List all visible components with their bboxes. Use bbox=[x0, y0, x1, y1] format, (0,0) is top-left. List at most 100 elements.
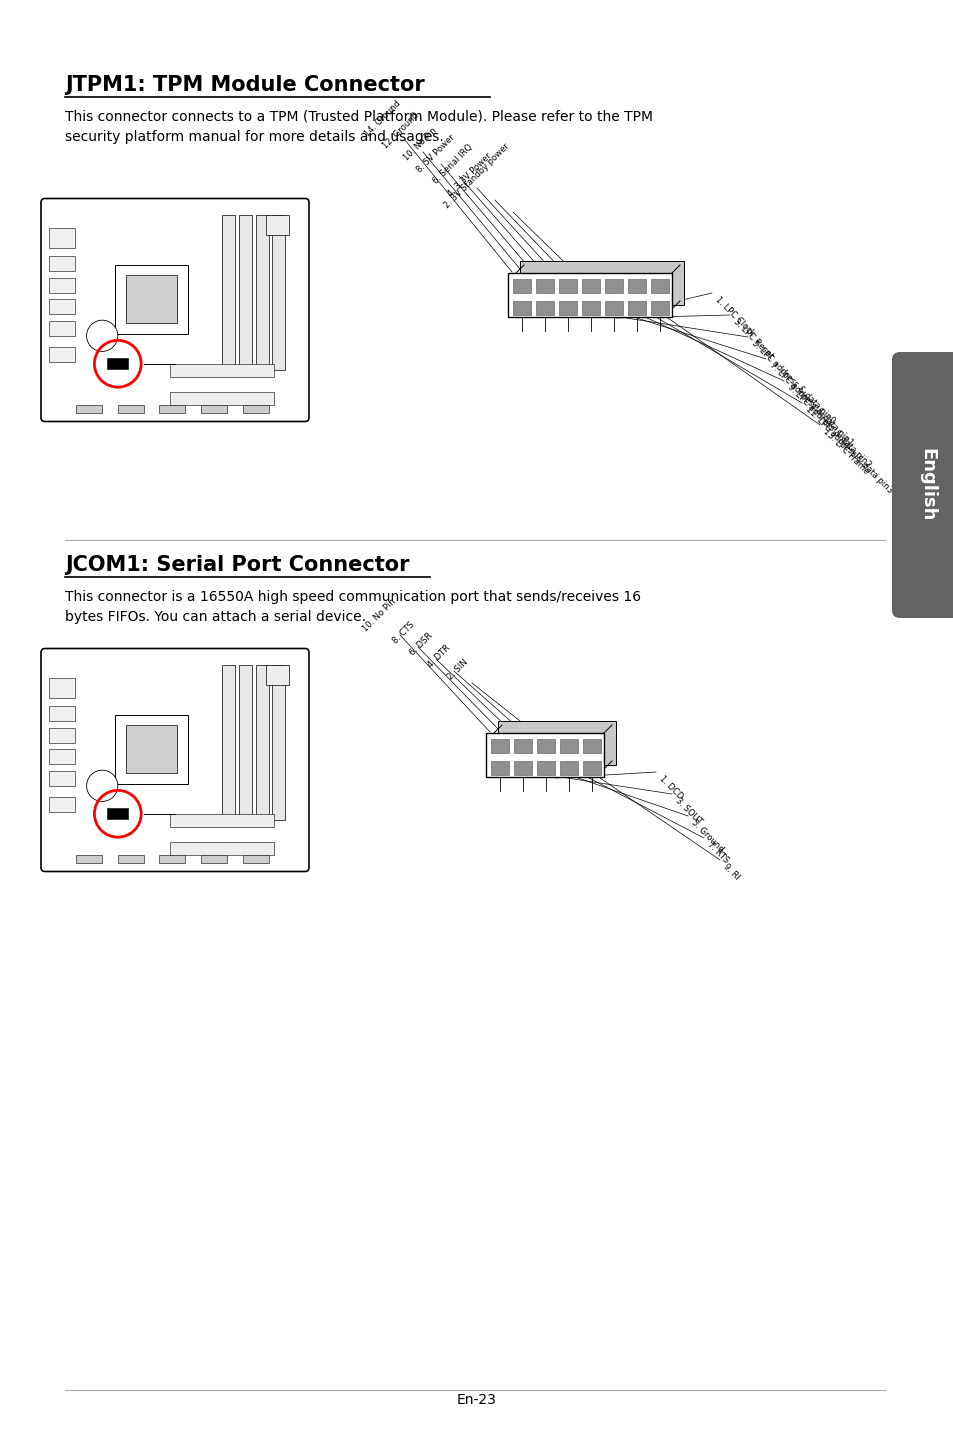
FancyBboxPatch shape bbox=[266, 215, 289, 235]
Text: 8. CTS: 8. CTS bbox=[391, 620, 416, 644]
Text: 6. Serial IRQ: 6. Serial IRQ bbox=[432, 143, 475, 186]
FancyBboxPatch shape bbox=[49, 706, 75, 722]
FancyBboxPatch shape bbox=[536, 279, 554, 294]
FancyBboxPatch shape bbox=[170, 813, 274, 826]
Circle shape bbox=[87, 321, 117, 351]
Text: 2. 3V Standby power: 2. 3V Standby power bbox=[442, 142, 511, 211]
Text: JTPM1: TPM Module Connector: JTPM1: TPM Module Connector bbox=[65, 74, 424, 95]
FancyBboxPatch shape bbox=[108, 358, 128, 369]
Text: 3. LPC Reset: 3. LPC Reset bbox=[731, 316, 775, 361]
FancyBboxPatch shape bbox=[117, 405, 144, 414]
Text: 5. Ground: 5. Ground bbox=[689, 818, 725, 853]
Text: 7. RTS: 7. RTS bbox=[705, 841, 730, 865]
Text: 14. Ground: 14. Ground bbox=[363, 99, 402, 137]
Circle shape bbox=[87, 770, 117, 802]
Text: 8. 5V Power: 8. 5V Power bbox=[415, 132, 456, 175]
Text: 9. LPC address & data pin2: 9. LPC address & data pin2 bbox=[785, 382, 872, 470]
Text: This connector is a 16550A high speed communication port that sends/receives 16
: This connector is a 16550A high speed co… bbox=[65, 590, 640, 623]
FancyBboxPatch shape bbox=[242, 855, 269, 863]
FancyBboxPatch shape bbox=[49, 749, 75, 765]
FancyBboxPatch shape bbox=[49, 321, 75, 335]
FancyBboxPatch shape bbox=[651, 279, 669, 294]
FancyBboxPatch shape bbox=[891, 352, 953, 619]
FancyBboxPatch shape bbox=[238, 215, 252, 371]
Text: En-23: En-23 bbox=[456, 1393, 497, 1408]
FancyBboxPatch shape bbox=[255, 666, 269, 821]
FancyBboxPatch shape bbox=[582, 301, 599, 315]
FancyBboxPatch shape bbox=[238, 666, 252, 821]
FancyBboxPatch shape bbox=[558, 279, 577, 294]
FancyBboxPatch shape bbox=[49, 796, 75, 812]
Text: 10. No Pin: 10. No Pin bbox=[402, 126, 438, 162]
FancyBboxPatch shape bbox=[558, 301, 577, 315]
FancyBboxPatch shape bbox=[628, 279, 646, 294]
FancyBboxPatch shape bbox=[273, 215, 285, 371]
FancyBboxPatch shape bbox=[76, 855, 102, 863]
Text: 7. LPC address & data pin1: 7. LPC address & data pin1 bbox=[767, 361, 854, 448]
FancyBboxPatch shape bbox=[255, 215, 269, 371]
Text: 3. SOUT: 3. SOUT bbox=[673, 796, 703, 826]
FancyBboxPatch shape bbox=[49, 228, 75, 248]
Text: 4. DTR: 4. DTR bbox=[425, 643, 452, 669]
FancyBboxPatch shape bbox=[221, 215, 234, 371]
FancyBboxPatch shape bbox=[560, 762, 578, 775]
FancyBboxPatch shape bbox=[221, 666, 234, 821]
FancyBboxPatch shape bbox=[491, 762, 509, 775]
Text: 11. LPC address & data pin3: 11. LPC address & data pin3 bbox=[803, 405, 894, 495]
FancyBboxPatch shape bbox=[605, 279, 623, 294]
FancyBboxPatch shape bbox=[507, 274, 671, 316]
FancyBboxPatch shape bbox=[126, 725, 177, 773]
FancyBboxPatch shape bbox=[117, 855, 144, 863]
Text: 4. 3.3V Power: 4. 3.3V Power bbox=[445, 150, 493, 198]
FancyBboxPatch shape bbox=[242, 405, 269, 414]
FancyBboxPatch shape bbox=[108, 809, 128, 819]
Text: 1. DCD: 1. DCD bbox=[658, 775, 684, 800]
FancyBboxPatch shape bbox=[49, 727, 75, 743]
FancyBboxPatch shape bbox=[497, 720, 616, 765]
FancyBboxPatch shape bbox=[49, 679, 75, 697]
FancyBboxPatch shape bbox=[537, 739, 555, 753]
Text: This connector connects to a TPM (Trusted Platform Module). Please refer to the : This connector connects to a TPM (Truste… bbox=[65, 110, 652, 143]
FancyBboxPatch shape bbox=[513, 301, 531, 315]
FancyBboxPatch shape bbox=[159, 405, 185, 414]
FancyBboxPatch shape bbox=[41, 649, 309, 872]
FancyBboxPatch shape bbox=[605, 301, 623, 315]
FancyBboxPatch shape bbox=[583, 739, 601, 753]
Text: 9. RI: 9. RI bbox=[721, 862, 740, 882]
FancyBboxPatch shape bbox=[273, 666, 285, 821]
FancyBboxPatch shape bbox=[201, 405, 227, 414]
FancyBboxPatch shape bbox=[170, 842, 274, 855]
Text: English: English bbox=[917, 448, 935, 521]
Text: 2. SIN: 2. SIN bbox=[446, 657, 470, 682]
Text: 10. No Pin: 10. No Pin bbox=[361, 597, 397, 633]
FancyBboxPatch shape bbox=[537, 762, 555, 775]
FancyBboxPatch shape bbox=[49, 278, 75, 292]
Text: 1. LPC Clock: 1. LPC Clock bbox=[713, 295, 756, 338]
FancyBboxPatch shape bbox=[49, 299, 75, 314]
FancyBboxPatch shape bbox=[485, 733, 603, 778]
FancyBboxPatch shape bbox=[126, 275, 177, 324]
Text: 13. LPC Frame: 13. LPC Frame bbox=[821, 427, 870, 475]
Text: 12. Ground: 12. Ground bbox=[381, 110, 420, 150]
FancyBboxPatch shape bbox=[170, 364, 274, 377]
FancyBboxPatch shape bbox=[49, 256, 75, 271]
FancyBboxPatch shape bbox=[49, 347, 75, 362]
FancyBboxPatch shape bbox=[536, 301, 554, 315]
FancyBboxPatch shape bbox=[170, 392, 274, 405]
FancyBboxPatch shape bbox=[560, 739, 578, 753]
Text: 5. LPC address & data pin0: 5. LPC address & data pin0 bbox=[749, 339, 836, 425]
FancyBboxPatch shape bbox=[583, 762, 601, 775]
FancyBboxPatch shape bbox=[651, 301, 669, 315]
FancyBboxPatch shape bbox=[514, 739, 532, 753]
FancyBboxPatch shape bbox=[201, 855, 227, 863]
FancyBboxPatch shape bbox=[266, 666, 289, 684]
FancyBboxPatch shape bbox=[491, 739, 509, 753]
FancyBboxPatch shape bbox=[115, 715, 188, 783]
FancyBboxPatch shape bbox=[115, 265, 188, 334]
FancyBboxPatch shape bbox=[76, 405, 102, 414]
FancyBboxPatch shape bbox=[513, 279, 531, 294]
FancyBboxPatch shape bbox=[514, 762, 532, 775]
FancyBboxPatch shape bbox=[41, 199, 309, 421]
FancyBboxPatch shape bbox=[49, 770, 75, 786]
Text: 6. DSR: 6. DSR bbox=[407, 630, 434, 657]
